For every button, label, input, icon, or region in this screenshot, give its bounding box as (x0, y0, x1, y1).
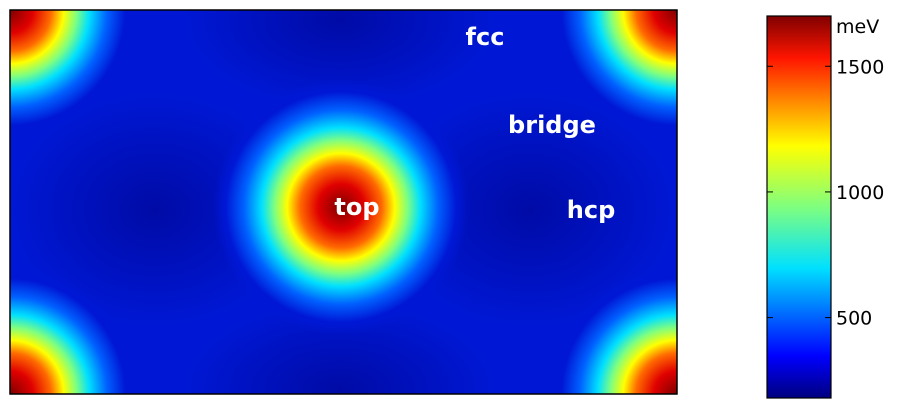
annotation-top: top (334, 193, 379, 221)
annotation-bridge: bridge (508, 111, 596, 139)
colorbar-gradient (767, 16, 831, 398)
colorbar: meV 500 1000 1500 (767, 16, 884, 398)
heatmap-panel (0, 0, 805, 401)
colorbar-tick-label: 1000 (836, 182, 884, 204)
colorbar-unit: meV (836, 16, 879, 38)
colorbar-tick-label: 500 (836, 308, 872, 330)
annotation-fcc: fcc (466, 23, 505, 51)
colorbar-tick-label: 1500 (836, 56, 884, 78)
annotation-hcp: hcp (567, 196, 616, 224)
